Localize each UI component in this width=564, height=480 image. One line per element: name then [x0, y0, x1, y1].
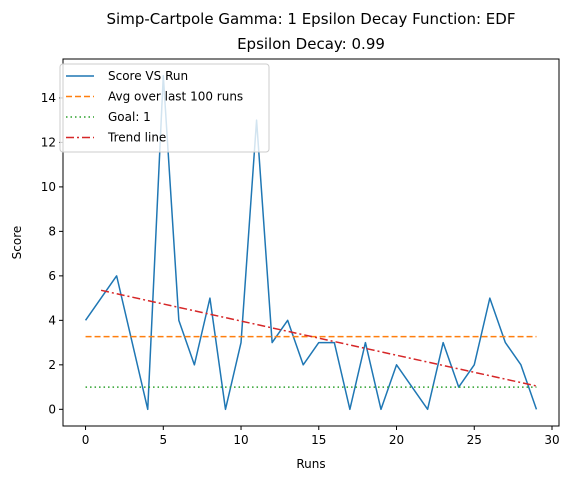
y-tick-label: 6 [48, 269, 56, 283]
legend-label-score-vs-run: Score VS Run [108, 69, 188, 83]
x-tick-label: 10 [233, 433, 248, 447]
y-tick-label: 12 [41, 135, 56, 149]
x-tick-label: 20 [389, 433, 404, 447]
x-tick-label: 30 [544, 433, 559, 447]
chart-title: Simp-Cartpole Gamma: 1 Epsilon Decay Fun… [107, 10, 516, 28]
chart-subtitle: Epsilon Decay: 0.99 [237, 35, 385, 53]
y-tick-label: 14 [41, 91, 56, 105]
legend-box [59, 63, 270, 153]
plot-frame [62, 58, 560, 427]
legend: Score VS Run Avg over last 100 runs Goal: … [59, 63, 270, 153]
y-axis-label: Score [10, 226, 24, 260]
y-tick-label: 8 [48, 224, 56, 238]
legend-label-trend-line: Trend line [107, 131, 166, 145]
y-tick-label: 0 [48, 402, 56, 416]
x-axis-label: Runs [296, 457, 325, 471]
x-axis-ticks: 0 5 10 15 20 25 30 [82, 426, 560, 447]
y-tick-label: 10 [41, 180, 56, 194]
x-tick-label: 15 [311, 433, 326, 447]
y-tick-label: 4 [48, 313, 56, 327]
y-tick-label: 2 [48, 358, 56, 372]
x-tick-label: 25 [467, 433, 482, 447]
series-line-trend-line [100, 289, 537, 387]
legend-label-goal-1: Goal: 1 [108, 110, 151, 124]
y-axis-ticks: 0 2 4 6 8 10 12 14 [41, 91, 63, 416]
x-tick-label: 5 [159, 433, 167, 447]
x-tick-label: 0 [82, 433, 90, 447]
legend-label-avg-over-last-100-runs: Avg over last 100 runs [108, 90, 243, 104]
